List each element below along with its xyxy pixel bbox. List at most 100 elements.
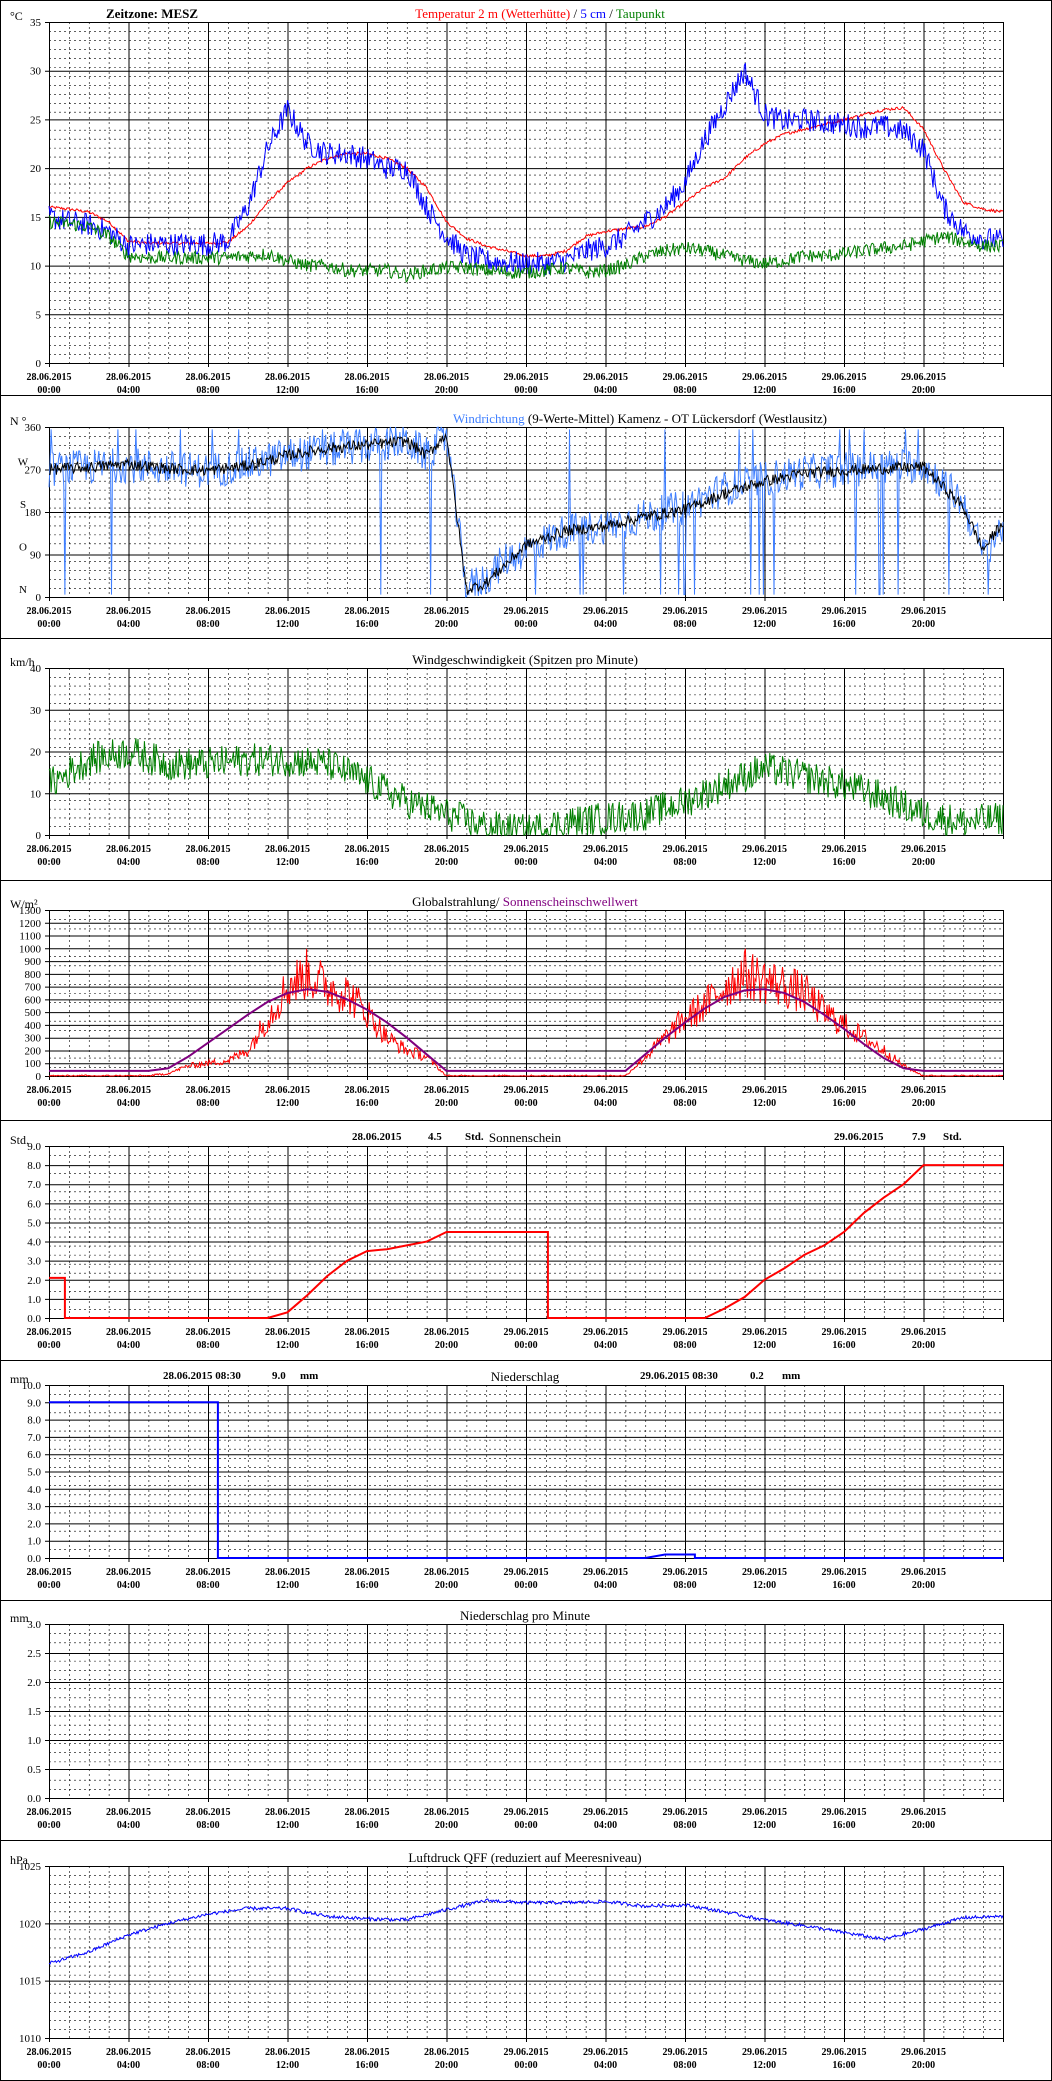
x-tick-time: 04:00 xyxy=(594,385,617,396)
series-black-line xyxy=(48,432,1004,595)
y-tick-label: 3.0 xyxy=(27,1256,41,1268)
series-red-line xyxy=(49,1164,1003,1319)
y-tick-label: 4.0 xyxy=(27,1484,41,1496)
y-tick-label: 9.0 xyxy=(27,1141,41,1153)
y-tick-label: 360 xyxy=(25,422,42,434)
x-tick-date: 29.06.2015 xyxy=(583,1807,628,1818)
y-tick-label: 5.0 xyxy=(27,1467,41,1479)
summary-value: 9.0 xyxy=(272,1370,286,1382)
x-tick-date: 29.06.2015 xyxy=(742,1327,787,1338)
x-tick-date: 29.06.2015 xyxy=(583,2047,628,2058)
x-tick-date: 28.06.2015 xyxy=(186,1567,231,1578)
chart-title-part: / xyxy=(570,6,580,21)
x-tick-time: 04:00 xyxy=(594,2060,617,2071)
x-tick-date: 29.06.2015 xyxy=(663,1807,708,1818)
x-tick-date: 29.06.2015 xyxy=(663,1327,708,1338)
x-tick-date: 28.06.2015 xyxy=(27,1085,72,1096)
x-tick-time: 08:00 xyxy=(196,857,219,868)
x-tick-date: 29.06.2015 xyxy=(742,1807,787,1818)
x-tick-time: 20:00 xyxy=(435,1340,458,1351)
x-tick-date: 28.06.2015 xyxy=(27,1807,72,1818)
x-tick-date: 29.06.2015 xyxy=(742,1085,787,1096)
plot-area xyxy=(49,22,1004,364)
y-tick-label: 6.0 xyxy=(27,1198,41,1210)
y-tick-label: 1020 xyxy=(19,1918,42,1930)
x-tick-date: 28.06.2015 xyxy=(345,372,390,383)
y-unit-label: hPa xyxy=(10,1853,29,1867)
x-tick-time: 20:00 xyxy=(435,1098,458,1109)
timezone-label: Zeitzone: MESZ xyxy=(106,6,198,21)
y-tick-label: 500 xyxy=(25,1007,42,1019)
y-tick-label: 1300 xyxy=(19,905,42,917)
y-tick-label: 1010 xyxy=(19,2033,42,2045)
y-tick-label: 1.0 xyxy=(27,1536,41,1548)
y-tick-label: 7.0 xyxy=(27,1179,41,1191)
x-tick-date: 29.06.2015 xyxy=(822,1807,867,1818)
x-tick-time: 20:00 xyxy=(912,619,935,630)
x-tick-date: 28.06.2015 xyxy=(27,606,72,617)
x-tick-time: 04:00 xyxy=(594,619,617,630)
x-tick-time: 08:00 xyxy=(673,1580,696,1591)
x-tick-date: 28.06.2015 xyxy=(106,1807,151,1818)
chart-title-part: Taupunkt xyxy=(616,6,665,21)
y-tick-label: 1025 xyxy=(19,1861,42,1873)
y-direction-letter: O xyxy=(19,542,27,554)
chart-title: Niederschlag pro Minute xyxy=(460,1608,590,1623)
x-tick-time: 16:00 xyxy=(355,857,378,868)
x-tick-date: 29.06.2015 xyxy=(583,606,628,617)
x-tick-time: 08:00 xyxy=(673,2060,696,2071)
y-tick-label: 2.5 xyxy=(27,1648,41,1660)
y-tick-label: 5 xyxy=(36,309,42,321)
x-tick-time: 04:00 xyxy=(594,1580,617,1591)
x-tick-time: 04:00 xyxy=(117,1820,140,1831)
x-tick-date: 28.06.2015 xyxy=(345,1085,390,1096)
x-tick-time: 04:00 xyxy=(594,1820,617,1831)
chart-title: Niederschlag xyxy=(491,1369,560,1384)
y-tick-label: 0.0 xyxy=(27,1793,41,1805)
x-tick-date: 29.06.2015 xyxy=(901,2047,946,2058)
chart-title-part: Kamenz - OT Lückersdorf (Westlausitz) xyxy=(614,411,827,426)
y-tick-label: 1100 xyxy=(19,931,41,943)
x-tick-date: 28.06.2015 xyxy=(27,1327,72,1338)
y-unit-label: km/h xyxy=(10,655,35,669)
x-tick-date: 28.06.2015 xyxy=(424,2047,469,2058)
x-tick-date: 28.06.2015 xyxy=(106,844,151,855)
y-tick-label: 3.0 xyxy=(27,1501,41,1513)
x-tick-date: 29.06.2015 xyxy=(822,1327,867,1338)
x-tick-time: 08:00 xyxy=(673,1098,696,1109)
y-tick-label: 1.0 xyxy=(27,1735,41,1747)
x-tick-time: 00:00 xyxy=(37,619,60,630)
x-tick-date: 28.06.2015 xyxy=(345,1807,390,1818)
x-tick-date: 28.06.2015 xyxy=(345,2047,390,2058)
x-tick-date: 29.06.2015 xyxy=(901,1567,946,1578)
y-tick-label: 0.5 xyxy=(27,1764,41,1776)
y-tick-label: 40 xyxy=(30,663,42,675)
summary-value: 0.2 xyxy=(750,1370,764,1382)
y-tick-label: 300 xyxy=(25,1033,42,1045)
x-tick-date: 28.06.2015 xyxy=(106,372,151,383)
x-tick-time: 12:00 xyxy=(276,385,299,396)
x-tick-time: 00:00 xyxy=(37,1820,60,1831)
x-tick-date: 28.06.2015 xyxy=(186,1085,231,1096)
x-tick-time: 08:00 xyxy=(196,1340,219,1351)
x-tick-date: 28.06.2015 xyxy=(345,1327,390,1338)
x-tick-time: 16:00 xyxy=(832,385,855,396)
x-tick-date: 29.06.2015 xyxy=(742,2047,787,2058)
x-tick-time: 16:00 xyxy=(832,1340,855,1351)
x-tick-date: 29.06.2015 xyxy=(742,606,787,617)
chart-title-part: 5 cm xyxy=(580,6,606,21)
x-tick-date: 28.06.2015 xyxy=(424,1327,469,1338)
x-tick-date: 28.06.2015 xyxy=(186,844,231,855)
y-tick-label: 10 xyxy=(30,788,42,800)
x-tick-time: 08:00 xyxy=(196,385,219,396)
x-tick-date: 28.06.2015 xyxy=(186,2047,231,2058)
x-tick-date: 29.06.2015 xyxy=(583,844,628,855)
x-tick-time: 20:00 xyxy=(912,1098,935,1109)
x-tick-date: 29.06.2015 xyxy=(663,1085,708,1096)
x-tick-time: 16:00 xyxy=(355,1820,378,1831)
y-tick-label: 1200 xyxy=(19,918,42,930)
x-tick-time: 12:00 xyxy=(753,1098,776,1109)
x-tick-time: 20:00 xyxy=(435,1820,458,1831)
